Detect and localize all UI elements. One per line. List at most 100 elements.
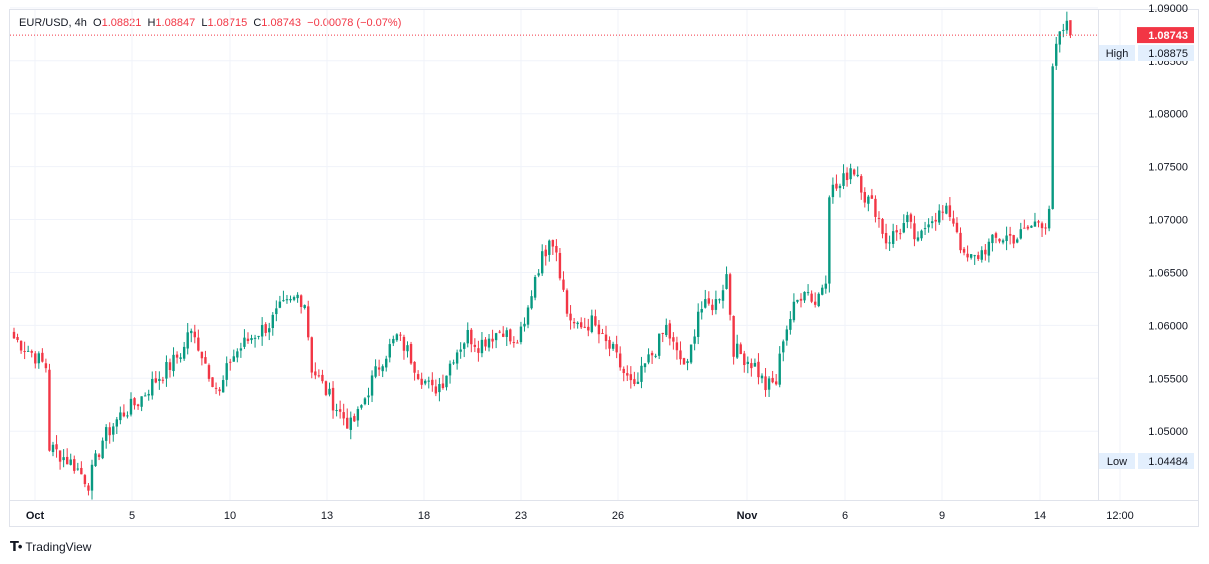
candle-body xyxy=(175,354,179,358)
candle-body xyxy=(62,457,65,461)
candle-body xyxy=(587,326,590,331)
candle-body xyxy=(583,326,586,328)
candle-body xyxy=(484,339,487,347)
low-label: L xyxy=(201,17,208,29)
candle-body xyxy=(502,333,505,337)
candle-body xyxy=(41,352,44,362)
candle-body xyxy=(803,291,806,301)
candle-body xyxy=(381,366,384,372)
candle-body xyxy=(211,377,214,388)
brand-name: TradingView xyxy=(25,540,92,554)
candle-body xyxy=(771,377,774,383)
candle-body xyxy=(650,352,654,356)
candle-body xyxy=(431,379,434,386)
candle-body xyxy=(852,169,856,175)
candle-body xyxy=(307,306,310,338)
candle-body xyxy=(611,343,615,349)
candle-body xyxy=(1030,225,1033,228)
candle-body xyxy=(356,409,360,421)
candle-body xyxy=(1044,227,1047,229)
candle-body xyxy=(80,467,83,475)
candle-body xyxy=(112,426,115,435)
symbol-name[interactable]: EUR/USD xyxy=(19,17,69,29)
candle-body xyxy=(874,198,877,217)
candle-body xyxy=(544,249,547,257)
candle-body xyxy=(406,345,409,352)
y-tick-label: 1.06500 xyxy=(1148,267,1188,279)
candle-body xyxy=(26,350,30,352)
x-tick-label: 13 xyxy=(321,510,333,522)
candle-body xyxy=(704,299,707,308)
candle-body xyxy=(23,351,26,353)
x-tick-label: 6 xyxy=(842,510,848,522)
candle-body xyxy=(530,296,533,309)
candle-body xyxy=(541,251,544,274)
candle-body xyxy=(420,378,423,385)
candle-body xyxy=(838,185,842,189)
tradingview-branding[interactable]: 𝗧• TradingView xyxy=(10,539,91,555)
candle-body xyxy=(119,412,122,421)
candle-body xyxy=(884,232,888,244)
low-value-bg xyxy=(1138,453,1194,469)
candle-body xyxy=(1062,29,1065,31)
candle-body xyxy=(647,354,650,363)
candle-body xyxy=(913,223,916,240)
candle-body xyxy=(665,324,668,336)
candle-body xyxy=(916,237,920,241)
candle-body xyxy=(204,357,207,364)
y-tick-label: 1.05500 xyxy=(1148,373,1188,385)
x-tick-label: 26 xyxy=(612,510,624,522)
candle-body xyxy=(792,301,796,321)
candle-body xyxy=(618,353,622,368)
candle-body xyxy=(1016,239,1019,243)
candle-body xyxy=(455,352,459,364)
candle-body xyxy=(151,378,154,396)
candle-body xyxy=(821,287,824,295)
candle-body xyxy=(1012,235,1015,244)
candle-body xyxy=(264,324,267,333)
candle-body xyxy=(229,361,232,363)
candle-body xyxy=(363,398,367,405)
candle-body xyxy=(402,336,406,351)
candle-body xyxy=(934,219,937,222)
candle-body xyxy=(197,337,200,351)
candle-body xyxy=(930,221,934,224)
candle-body xyxy=(133,398,136,406)
high-label: H xyxy=(147,17,156,29)
candle-body xyxy=(895,230,898,233)
interval-label[interactable]: 4h xyxy=(74,17,87,29)
candle-body xyxy=(303,305,306,309)
candle-body xyxy=(452,362,455,364)
y-tick-label: 1.09000 xyxy=(1148,3,1188,15)
candle-body xyxy=(104,427,108,441)
candle-body xyxy=(686,361,689,364)
candle-body xyxy=(438,384,441,393)
candle-body xyxy=(806,292,810,294)
y-tick-label: 1.07000 xyxy=(1148,215,1188,227)
candle-body xyxy=(629,374,633,381)
candle-body xyxy=(668,323,672,339)
candle-body xyxy=(292,297,296,300)
candle-body xyxy=(721,290,725,301)
candle-body xyxy=(385,358,388,368)
candle-body xyxy=(321,374,324,382)
candle-body xyxy=(1040,223,1044,229)
candle-body xyxy=(179,357,182,359)
candle-body xyxy=(622,368,625,374)
candle-body xyxy=(824,283,828,289)
candle-body xyxy=(346,417,349,429)
candle-body xyxy=(289,298,292,301)
candle-body xyxy=(533,276,537,298)
x-tick-label: Nov xyxy=(737,510,759,522)
candle-body xyxy=(980,250,983,260)
candle-body xyxy=(1033,221,1037,227)
candle-body xyxy=(377,367,381,370)
candle-body xyxy=(172,354,175,372)
candle-body xyxy=(129,398,133,415)
candle-body xyxy=(810,293,813,302)
candle-body xyxy=(260,324,264,337)
tradingview-logo-icon: 𝗧• xyxy=(10,539,22,554)
candle-body xyxy=(115,419,119,427)
candle-body xyxy=(470,329,473,345)
